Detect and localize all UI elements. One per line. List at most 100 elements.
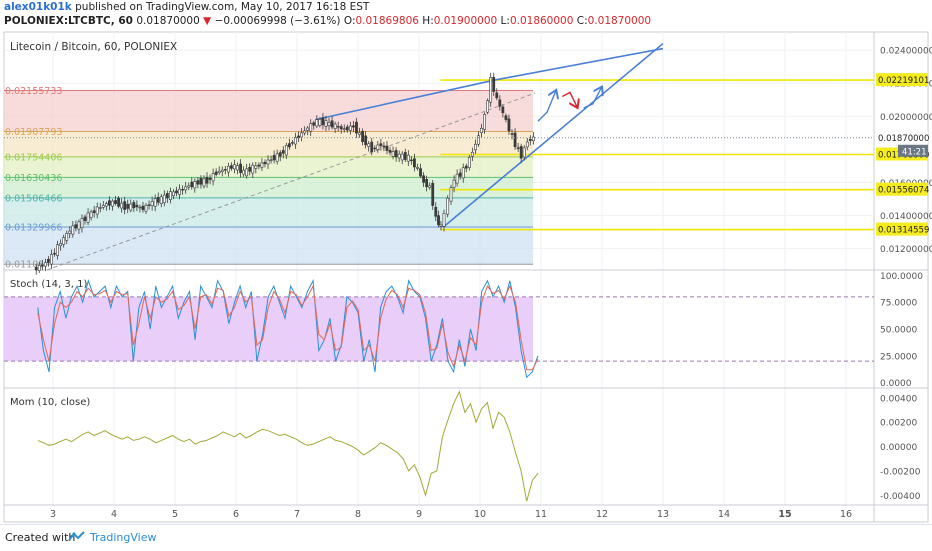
candle-body (525, 141, 529, 148)
chart-canvas[interactable]: 0.024000000.022000000.020000000.01600000… (0, 0, 932, 524)
candle-body (489, 77, 493, 103)
candle-body (336, 126, 340, 128)
candle-body (294, 137, 297, 145)
stoch-pane-title: Stoch (14, 3, 1) (10, 279, 87, 290)
level-price-label: 0.02219101 (878, 76, 929, 86)
candle-body (208, 177, 212, 180)
candle-body (132, 202, 136, 209)
candle-body (474, 143, 477, 151)
last-price-tag (876, 130, 928, 144)
candle-body (233, 164, 236, 170)
candle-body (477, 135, 480, 145)
mom-y-tick-label: -0.00400 (880, 492, 921, 502)
high-value: 0.01900000 (433, 15, 498, 27)
x-tick-label: 11 (535, 509, 547, 520)
low-value: 0.01860000 (509, 15, 574, 27)
candle-body (330, 120, 334, 128)
candle-body (205, 176, 209, 184)
x-tick-label: 8 (355, 509, 361, 520)
projection-arrow (537, 90, 556, 122)
fib-diagonal-line (46, 92, 536, 271)
tradingview-brand-link[interactable]: TradingView (90, 531, 157, 544)
level-price-tag (876, 182, 928, 196)
candle-body (230, 165, 233, 169)
y-tick-label: 0.02000000 (880, 113, 932, 123)
candle-body (92, 210, 96, 213)
candle-body (467, 157, 471, 168)
candle-body (431, 182, 435, 206)
stoch-y-tick-label: 50.0000 (880, 326, 917, 336)
candle-body (531, 136, 535, 142)
candle-body (300, 132, 303, 138)
candle-body (303, 130, 307, 134)
candle-body (480, 128, 483, 133)
candle-body (138, 206, 142, 209)
candle-body (519, 146, 523, 159)
candle-body (419, 168, 422, 177)
fib-band (4, 177, 534, 198)
candle-body (394, 150, 398, 158)
candle-body (175, 190, 178, 194)
author-link[interactable]: alex01k01k (4, 1, 72, 13)
candle-body (40, 264, 44, 267)
candle-body (437, 215, 440, 226)
candle-body (68, 230, 72, 234)
fib-band (4, 90, 534, 132)
candle-body (80, 218, 84, 228)
candle-body (348, 125, 352, 131)
candle-body (120, 202, 124, 209)
candle-body (272, 155, 276, 161)
candle-body (126, 203, 130, 209)
candle-body (53, 253, 56, 255)
candle-body (376, 144, 380, 150)
candle-body (406, 154, 410, 162)
level-price-tag (876, 73, 928, 87)
candle-body (416, 166, 419, 169)
candle-body (211, 173, 215, 182)
candle-body (193, 181, 197, 189)
candles (34, 72, 535, 275)
candle-body (358, 132, 361, 135)
candle-body (65, 233, 69, 241)
candle-body (147, 204, 151, 206)
x-tick-label: 12 (596, 509, 608, 520)
candle-body (403, 152, 407, 160)
fib-level-label: 0.02155733 (5, 86, 62, 97)
chart-header: alex01k01k published on TradingView.com,… (0, 0, 932, 30)
candle-body (483, 114, 486, 130)
candle-body (71, 225, 75, 235)
candle-body (442, 213, 446, 227)
candle-body (452, 179, 456, 188)
tradingview-logo-icon (68, 531, 85, 541)
candle-body (528, 138, 532, 141)
close-value: 0.01870000 (587, 15, 652, 27)
published-text: published on TradingView.com, May 10, 20… (71, 1, 370, 13)
candle-body (367, 143, 371, 147)
fib-level-label: 0.01907793 (5, 127, 62, 138)
main-pane-title: Litecoin / Bitcoin, 60, POLONIEX (10, 41, 177, 53)
footer-bar: Created with TradingView (0, 524, 932, 551)
price-change: −0.00069998 (−3.61%) (214, 15, 341, 27)
candle-body (278, 152, 282, 157)
candle-body (287, 143, 291, 148)
candle-body (333, 123, 337, 129)
created-with-text: Created with (5, 531, 76, 544)
candle-body (400, 153, 404, 161)
stoch-y-tick-label: 0.0000 (880, 379, 912, 389)
candle-body (178, 188, 181, 195)
candle-body (309, 123, 313, 132)
candle-body (470, 152, 474, 157)
stoch-line (37, 284, 539, 371)
x-tick-label: 6 (233, 509, 239, 520)
candle-body (59, 243, 63, 247)
candle-body (162, 194, 166, 203)
symbol-label[interactable]: POLONIEX:LTCBTC, 60 (4, 15, 133, 27)
open-value: 0.01869806 (355, 15, 419, 27)
candle-body (385, 145, 389, 151)
candle-body (156, 197, 160, 203)
x-tick-label: 14 (718, 509, 730, 520)
candle-body (422, 175, 425, 183)
mom-pane-title: Mom (10, close) (10, 397, 90, 408)
candle-body (223, 169, 227, 171)
x-tick-label: 7 (294, 509, 300, 520)
